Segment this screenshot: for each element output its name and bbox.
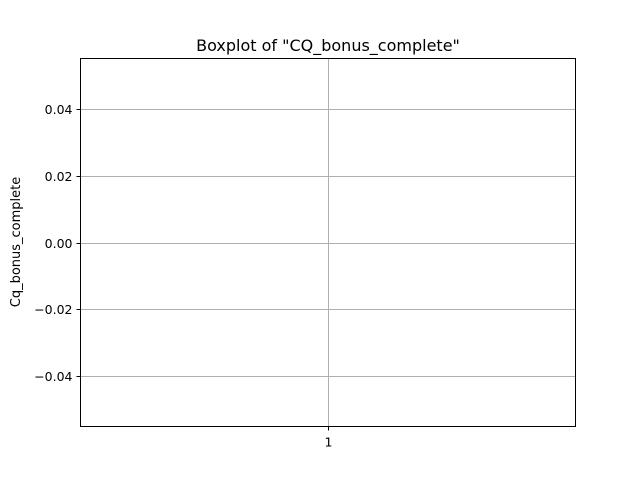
axis-ticks: −0.04 −0.02 0.00 0.02 0.04 1 bbox=[34, 102, 332, 450]
y-tick-label: −0.04 bbox=[34, 369, 72, 384]
plot-area-frame bbox=[80, 58, 576, 427]
y-tick-label: 0.04 bbox=[45, 102, 73, 117]
chart-title: Boxplot of "CQ_bonus_complete" bbox=[196, 36, 460, 56]
y-tick-label: 0.00 bbox=[45, 236, 73, 251]
y-tick-label: −0.02 bbox=[34, 302, 72, 317]
grid-lines bbox=[80, 58, 576, 427]
x-tick-label: 1 bbox=[325, 435, 333, 450]
y-tick-label: 0.02 bbox=[45, 169, 73, 184]
y-axis-label: Cq_bonus_complete bbox=[9, 177, 24, 308]
